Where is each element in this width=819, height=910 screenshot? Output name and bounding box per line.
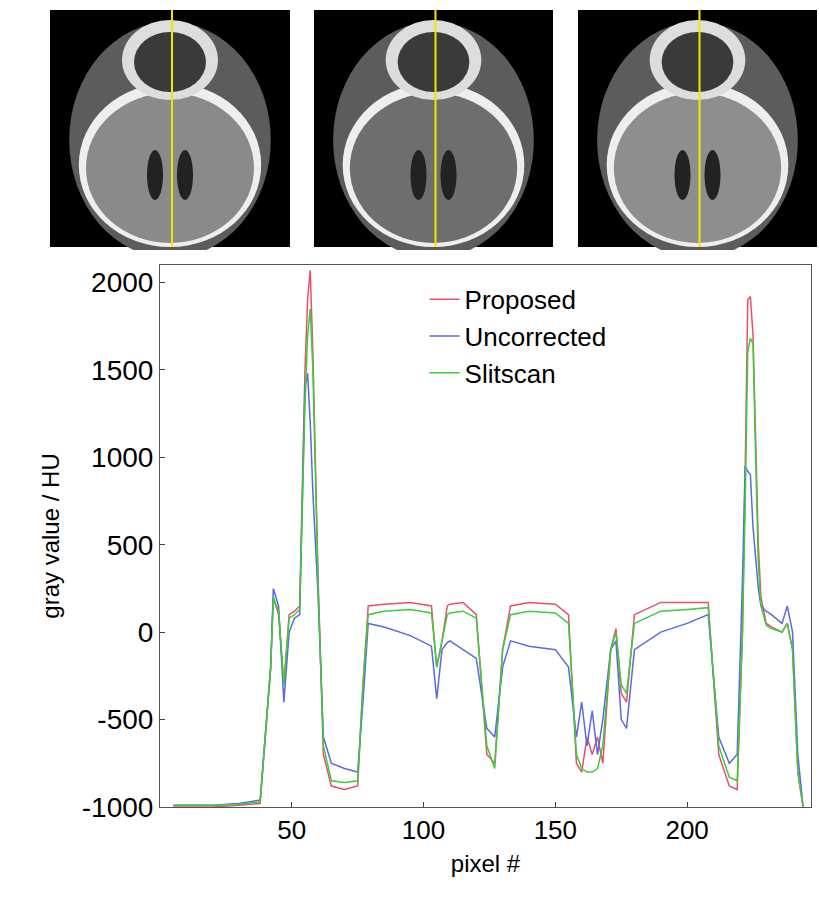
- svg-text:-500: -500: [97, 704, 153, 735]
- svg-text:1000: 1000: [91, 442, 153, 473]
- svg-text:500: 500: [107, 530, 154, 561]
- svg-text:0: 0: [138, 617, 154, 648]
- svg-text:150: 150: [534, 815, 577, 845]
- svg-text:50: 50: [277, 815, 306, 845]
- svg-text:1500: 1500: [91, 355, 153, 386]
- svg-text:Uncorrected: Uncorrected: [465, 322, 607, 352]
- svg-text:2000: 2000: [91, 267, 153, 298]
- svg-text:100: 100: [402, 815, 445, 845]
- svg-text:Proposed: Proposed: [465, 285, 576, 315]
- svg-text:gray value / HU: gray value / HU: [37, 453, 64, 618]
- svg-text:-1000: -1000: [82, 792, 154, 823]
- svg-text:pixel #: pixel #: [451, 850, 521, 877]
- svg-text:200: 200: [665, 815, 708, 845]
- svg-text:Slitscan: Slitscan: [465, 359, 556, 389]
